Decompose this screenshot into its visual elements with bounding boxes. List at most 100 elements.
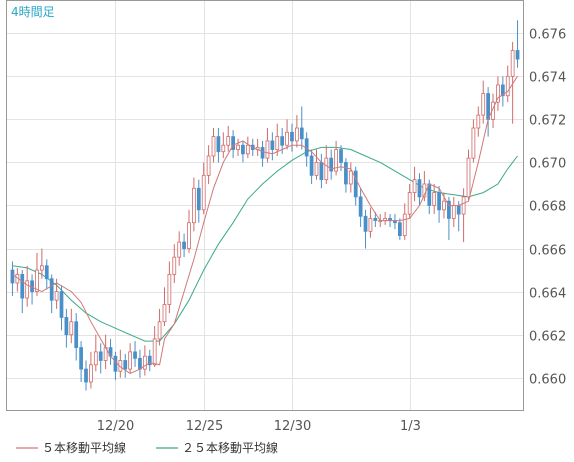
candle-body (432, 192, 437, 206)
candle-body (500, 84, 505, 97)
candle-body (471, 127, 476, 159)
legend: ５本移動平均線 ２５本移動平均線 (16, 440, 278, 455)
candle-body (25, 280, 30, 299)
candle-body (35, 269, 39, 293)
candle-body (152, 338, 157, 366)
candle-body (133, 351, 137, 359)
candle-body (89, 364, 93, 383)
x-tick-label: 1/3 (400, 419, 421, 434)
candle-body (505, 75, 510, 97)
y-tick-label: 0.660 (529, 373, 566, 388)
candle-body (79, 347, 83, 370)
y-tick-label: 0.668 (529, 200, 566, 215)
candle-body (496, 84, 500, 103)
candle-body (314, 162, 319, 176)
candle-body (74, 321, 79, 348)
candle-body (98, 351, 103, 361)
candle-body (510, 50, 515, 77)
candle-body (461, 196, 466, 215)
candle-body (93, 351, 98, 366)
candle-body (59, 291, 64, 318)
candle-body (363, 215, 368, 232)
legend-ma5-label: ５本移動平均線 (42, 440, 126, 455)
candle-body (231, 136, 235, 150)
y-tick-label: 0.672 (529, 114, 566, 129)
candle-body (196, 187, 201, 211)
candle-body (113, 355, 118, 372)
candle-body (182, 241, 186, 249)
x-axis: 12/20 12/25 12/30 1/3 (97, 419, 421, 434)
candle-body (280, 136, 285, 146)
candle-body (162, 304, 167, 323)
candle-body (515, 50, 520, 60)
candle-body (397, 222, 402, 237)
candle-body (142, 355, 147, 370)
candle-body (270, 140, 275, 150)
candle-body (466, 157, 471, 198)
y-tick-label: 0.670 (529, 157, 566, 172)
candle-body (236, 144, 240, 150)
candle-body (167, 273, 172, 305)
candle-body (40, 265, 44, 271)
candle-body (44, 265, 49, 280)
candle-body (339, 149, 343, 163)
chart-title: 4時間足 (11, 5, 55, 19)
y-axis: 0.676 0.674 0.672 0.670 0.668 0.666 0.664 0.662… (529, 28, 566, 388)
candle-body (447, 200, 451, 219)
candle-body (417, 179, 422, 198)
candle-body (295, 127, 299, 142)
candle-body (201, 174, 206, 211)
candle-body (20, 273, 25, 299)
candle-body (368, 218, 373, 232)
candle-body (187, 222, 191, 249)
candle-body (216, 136, 221, 153)
candle-body (290, 131, 294, 142)
candle-body (329, 157, 334, 172)
candle-body (211, 136, 216, 157)
candle-body (147, 355, 152, 366)
candle-body (245, 144, 250, 155)
candle-body (49, 278, 54, 301)
candle-body (260, 146, 265, 159)
x-tick-label: 12/25 (186, 419, 223, 434)
candle-body (226, 136, 231, 146)
candle-body (10, 269, 15, 284)
candle-body (358, 196, 363, 217)
candle-body (265, 140, 270, 159)
candle-body (221, 144, 226, 153)
candle-body (192, 187, 196, 224)
candle-body (299, 127, 304, 140)
x-tick-label: 12/30 (274, 419, 311, 434)
candle-body (30, 280, 34, 293)
candle-body (437, 192, 441, 211)
candle-body (241, 144, 245, 155)
candle-body (348, 170, 353, 185)
candle-body (285, 131, 289, 146)
candle-body (319, 162, 324, 181)
moving-average-line (12, 76, 518, 374)
candle-body (476, 114, 481, 129)
y-tick-label: 0.674 (529, 71, 566, 86)
y-tick-label: 0.664 (529, 287, 566, 302)
candle-body (353, 170, 358, 198)
y-tick-label: 0.676 (529, 28, 566, 43)
candle-body (64, 317, 69, 336)
candle-body (486, 93, 490, 120)
candle-body (309, 155, 314, 176)
candle-body (275, 136, 280, 150)
candle-body (157, 321, 162, 340)
y-tick-label: 0.666 (529, 244, 566, 259)
candle-body (54, 291, 59, 301)
legend-ma25-label: ２５本移動平均線 (182, 440, 278, 455)
ma5-series (12, 76, 518, 374)
candle-body (128, 351, 133, 370)
candle-body (177, 241, 182, 258)
candle-body (69, 321, 74, 336)
candle-body (84, 368, 88, 383)
candle-body (481, 93, 486, 116)
candle-body (442, 200, 446, 211)
candle-body (412, 179, 417, 193)
x-tick-label: 12/20 (97, 419, 134, 434)
candle-body (451, 205, 456, 219)
